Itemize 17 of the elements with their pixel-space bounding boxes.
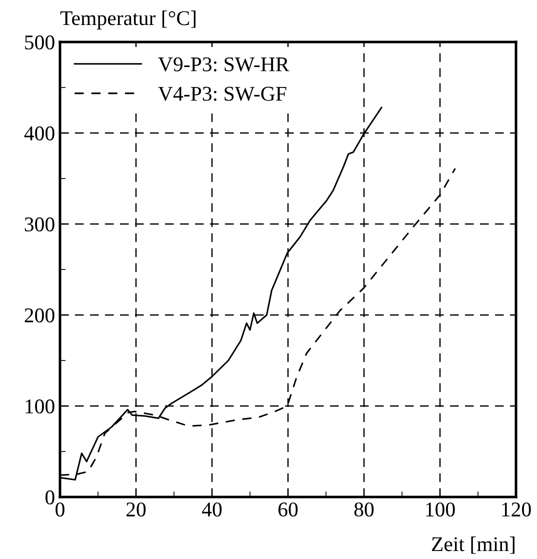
y-tick-label: 500 xyxy=(25,35,54,50)
x-tick-label: 40 xyxy=(202,502,222,517)
y-axis-title: Temperatur [°C] xyxy=(60,10,196,30)
y-tick-label: 300 xyxy=(24,217,54,232)
x-tick-label: 80 xyxy=(354,502,374,517)
x-tick-label: 100 xyxy=(426,502,455,517)
legend-label: V4-P3: SW-GF xyxy=(158,86,286,101)
y-tick-label: 0 xyxy=(46,490,54,504)
y-tick-label: 100 xyxy=(26,399,54,414)
x-axis-title: Zeit [min] xyxy=(432,536,514,554)
x-tick-label: 120 xyxy=(502,502,531,517)
legend-label: V9-P3: SW-HR xyxy=(158,57,290,72)
x-tick-label: 20 xyxy=(126,502,146,517)
y-tick-label: 200 xyxy=(24,308,54,322)
x-tick-label: 0 xyxy=(56,502,64,517)
x-tick-label: 60 xyxy=(278,502,298,517)
y-tick-label: 400 xyxy=(24,126,54,140)
